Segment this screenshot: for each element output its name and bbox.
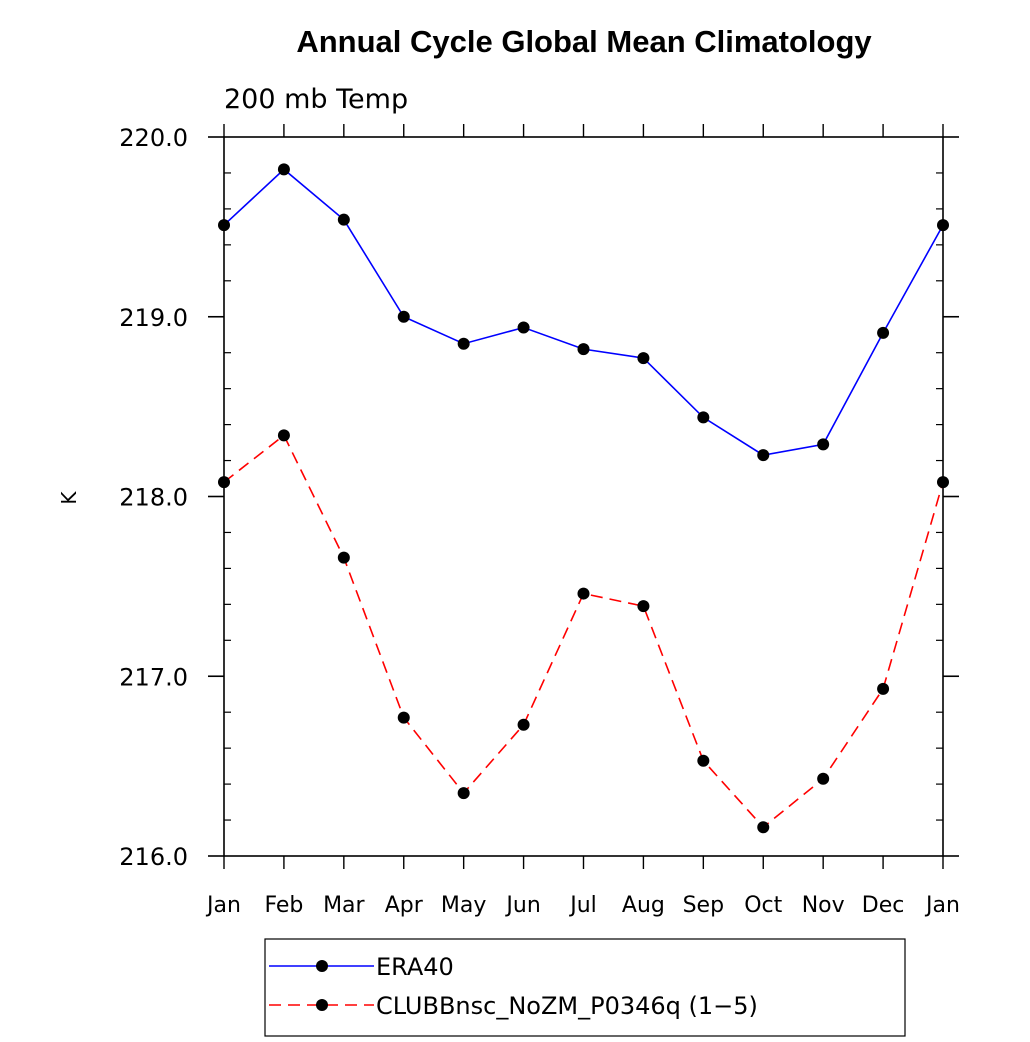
series-0-point — [757, 449, 770, 462]
legend: ERA40 CLUBBnsc_NoZM_P0346q (1−5) — [264, 938, 906, 1037]
chart-subtitle: 200 mb Temp — [224, 84, 408, 115]
series-1-point — [397, 711, 410, 724]
series-1-point — [517, 718, 530, 731]
series-0-point — [277, 163, 290, 176]
series-0-point — [577, 343, 590, 356]
y-tick-label: 217.0 — [119, 663, 188, 691]
series-1-point — [757, 821, 770, 834]
series-0-point — [337, 213, 350, 226]
series-lines — [223, 168, 944, 829]
y-tick-label: 216.0 — [119, 843, 188, 871]
series-1-point — [218, 476, 230, 489]
series-line-1 — [223, 434, 944, 829]
x-tick-label: Jul — [568, 893, 597, 918]
series-0-point — [697, 411, 710, 424]
series-1-point — [337, 551, 350, 564]
x-tick-label: Apr — [385, 893, 424, 918]
x-tick-labels: Jan Feb Mar Apr May Jun Jul Aug Sep Oct Nov Dec Jan — [205, 893, 960, 918]
series-1-point — [457, 787, 470, 800]
legend-label-1: CLUBBnsc_NoZM_P0346q (1−5) — [376, 992, 758, 1020]
series-1-point — [277, 429, 290, 442]
x-tick-label: Dec — [862, 893, 905, 918]
legend-items: ERA40 CLUBBnsc_NoZM_P0346q (1−5) — [269, 953, 758, 1020]
x-tick-label: Oct — [744, 893, 782, 918]
series-1-point — [697, 754, 710, 767]
y-tick-label: 220.0 — [119, 124, 188, 152]
series-line-0 — [223, 168, 944, 457]
legend-box — [264, 938, 906, 1037]
chart-title: Annual Cycle Global Mean Climatology — [296, 24, 872, 59]
x-tick-label: Sep — [683, 893, 724, 918]
legend-label-0: ERA40 — [376, 953, 454, 981]
series-0-point — [218, 219, 230, 232]
x-tick-label: May — [441, 893, 486, 918]
x-tick-label: Jan — [205, 893, 241, 918]
y-tick-label: 219.0 — [119, 304, 188, 332]
axis-ticks — [208, 124, 959, 869]
series-0-point — [457, 337, 470, 350]
series-1-point — [817, 772, 830, 785]
x-tick-label: Nov — [802, 893, 845, 918]
series-1-point — [937, 476, 949, 489]
series-1-point — [877, 682, 890, 695]
x-tick-label: Jun — [504, 893, 540, 918]
series-0-point — [817, 438, 830, 451]
y-tick-labels: 216.0 217.0 218.0 219.0 220.0 — [119, 124, 188, 871]
legend-marker-0 — [316, 960, 328, 972]
series-0-point — [937, 219, 949, 232]
series-1-point — [577, 587, 590, 600]
series-1-point — [637, 600, 650, 613]
series-points — [218, 163, 949, 834]
series-0-point — [637, 352, 650, 365]
x-tick-label: Jan — [924, 893, 960, 918]
y-tick-label: 218.0 — [119, 484, 188, 512]
series-0-point — [397, 310, 410, 323]
series-0-point — [517, 321, 530, 334]
y-axis-label: K — [57, 491, 81, 505]
series-0-point — [877, 326, 890, 339]
x-tick-label: Mar — [323, 893, 365, 918]
plot-frame — [223, 136, 944, 857]
x-tick-label: Aug — [622, 893, 665, 918]
x-tick-label: Feb — [264, 893, 303, 918]
legend-marker-1 — [316, 999, 328, 1011]
